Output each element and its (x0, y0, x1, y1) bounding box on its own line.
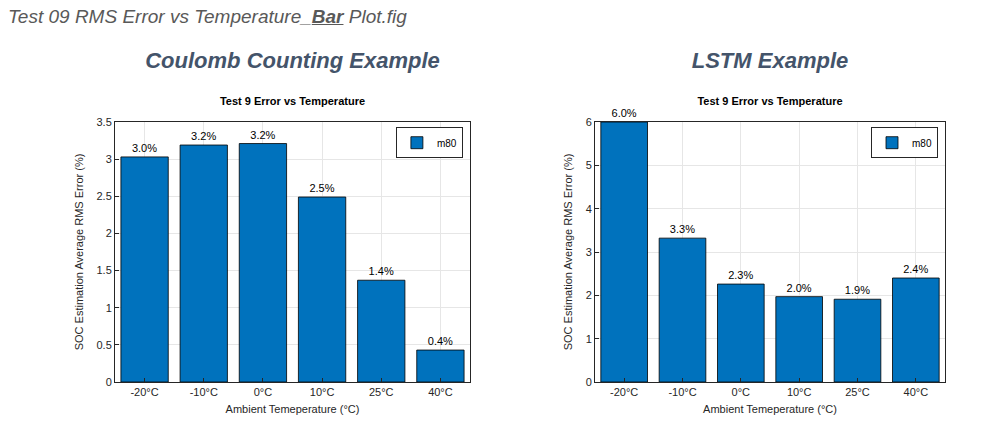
svg-text:m80: m80 (437, 138, 457, 149)
svg-text:SOC Estimation Average RMS Err: SOC Estimation Average RMS Error (%) (562, 154, 574, 351)
svg-text:2.4%: 2.4% (903, 263, 928, 275)
svg-text:3.2%: 3.2% (191, 130, 216, 142)
svg-text:2.5%: 2.5% (309, 182, 334, 194)
svg-text:0°C: 0°C (732, 386, 751, 398)
svg-text:10°C: 10°C (787, 386, 812, 398)
svg-text:10°C: 10°C (310, 386, 335, 398)
svg-text:2.0%: 2.0% (787, 282, 812, 294)
svg-text:Ambient Temeperature (°C): Ambient Temeperature (°C) (226, 403, 360, 415)
svg-text:Ambient Temeperature (°C): Ambient Temeperature (°C) (703, 403, 837, 415)
svg-text:2.3%: 2.3% (728, 269, 753, 281)
svg-text:3.3%: 3.3% (670, 223, 695, 235)
svg-text:3.0%: 3.0% (132, 142, 157, 154)
svg-text:6.0%: 6.0% (612, 107, 637, 119)
svg-text:25°C: 25°C (369, 386, 394, 398)
svg-text:0: 0 (106, 376, 112, 388)
svg-text:1: 1 (586, 333, 592, 345)
svg-text:2: 2 (106, 227, 112, 239)
svg-text:1.5: 1.5 (97, 264, 112, 276)
html-text:LSTM Example: LSTM Example (691, 48, 849, 73)
html-text:Coulomb Counting Example: Coulomb Counting Example (145, 48, 440, 73)
svg-text:1.4%: 1.4% (369, 265, 394, 277)
svg-text:SOC Estimation Average RMS Err: SOC Estimation Average RMS Error (%) (73, 154, 85, 351)
svg-text:3.2%: 3.2% (250, 129, 275, 141)
svg-text:3.5: 3.5 (97, 116, 112, 128)
svg-text:2: 2 (586, 289, 592, 301)
svg-text:3: 3 (586, 246, 592, 258)
svg-text:0.4%: 0.4% (428, 335, 453, 347)
svg-text:1.9%: 1.9% (845, 284, 870, 296)
svg-text:m80: m80 (912, 138, 932, 149)
svg-text:2.5: 2.5 (97, 190, 112, 202)
svg-text:Test 9 Error vs Temperature: Test 9 Error vs Temperature (220, 95, 365, 107)
svg-text:-10°C: -10°C (668, 386, 696, 398)
svg-text:40°C: 40°C (904, 386, 929, 398)
html-text:Test 09 RMS Error vs Temperatu: Test 09 RMS Error vs Temperature_ Bar Pl… (8, 6, 407, 27)
svg-text:4: 4 (586, 203, 592, 215)
svg-text:40°C: 40°C (428, 386, 453, 398)
svg-text:0°C: 0°C (254, 386, 273, 398)
svg-text:0: 0 (586, 376, 592, 388)
svg-text:Test 9 Error vs Temperature: Test 9 Error vs Temperature (697, 95, 842, 107)
svg-text:6: 6 (586, 116, 592, 128)
svg-text:1: 1 (106, 302, 112, 314)
svg-text:-10°C: -10°C (190, 386, 218, 398)
svg-text:5: 5 (586, 159, 592, 171)
svg-text:-20°C: -20°C (130, 386, 158, 398)
svg-text:0.5: 0.5 (97, 339, 112, 351)
svg-text:-20°C: -20°C (610, 386, 638, 398)
svg-text:25°C: 25°C (845, 386, 870, 398)
svg-text:3: 3 (106, 153, 112, 165)
